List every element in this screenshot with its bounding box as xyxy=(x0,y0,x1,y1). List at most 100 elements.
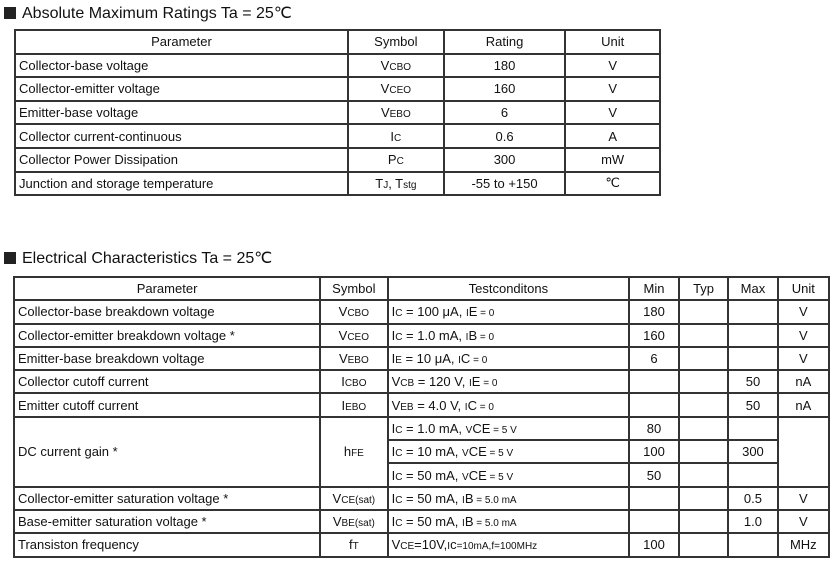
subscript: CEO xyxy=(347,331,369,343)
text-segment: V xyxy=(380,105,390,121)
text-segment: CE xyxy=(468,467,487,483)
text-segment: I xyxy=(391,490,396,506)
absolute-ratings-table: Parameter Symbol Rating Unit Collector-base … xyxy=(14,29,661,197)
parameter-cell: DC current gain * xyxy=(12,415,322,488)
parameter-cell: Collector cutoff current xyxy=(12,369,322,395)
symbol-cell: VEBO xyxy=(319,345,389,372)
table-row: Collector current-continuous IC 0.6 A xyxy=(14,123,661,149)
subscript: C xyxy=(395,518,403,530)
subscript: EB xyxy=(400,401,414,413)
table-row: Collector Power Dissipation PC 300 mW xyxy=(14,146,661,173)
subscript: FE xyxy=(351,448,364,460)
text-segment: I xyxy=(341,397,346,413)
parameter-cell: Collector-emitter voltage xyxy=(14,76,349,102)
max-cell: 50 xyxy=(727,392,779,418)
unit-cell: V xyxy=(776,345,831,372)
unit-cell: mW xyxy=(564,146,661,173)
parameter-cell: Emitter cutoff current xyxy=(12,392,322,418)
text-segment: = 10 μA, xyxy=(401,351,459,367)
min-cell xyxy=(628,485,680,511)
min-cell xyxy=(628,392,680,418)
text-segment: = 50 mA, xyxy=(402,490,463,506)
subscript: C xyxy=(395,424,403,436)
table-row: Collector cutoff current ICBO VCB = 120 V,… xyxy=(12,369,831,395)
text-segment: I xyxy=(391,420,396,436)
test-condition-cell: VEB = 4.0 V, IC = 0 xyxy=(386,392,631,418)
subscript: BE(sat) xyxy=(341,518,375,530)
text-segment: C xyxy=(467,397,477,413)
subscript: E xyxy=(395,355,402,367)
parameter-cell: Collector-base breakdown voltage xyxy=(12,299,322,325)
test-condition-cell: IC = 10 mA, VCE = 5 V xyxy=(386,439,631,465)
subscript: C xyxy=(395,448,403,460)
rating-cell: 180 xyxy=(442,52,567,79)
min-cell: 50 xyxy=(628,462,680,488)
unit-cell: V xyxy=(776,299,831,325)
subscript: V xyxy=(462,448,469,460)
test-condition-cell: IC = 50 mA, IB = 5.0 mA xyxy=(386,508,631,535)
subscript: J xyxy=(383,179,389,191)
min-cell xyxy=(628,508,680,535)
section-title-absolute-ratings: Absolute Maximum Ratings Ta = 25℃ xyxy=(4,3,292,23)
test-condition-cell: IC = 1.0 mA, IB = 0 xyxy=(386,322,631,348)
typ-cell xyxy=(677,392,730,418)
subscript: EBO xyxy=(347,355,369,367)
symbol-cell: PC xyxy=(346,146,445,173)
subscript: I xyxy=(465,331,469,343)
text-segment: c xyxy=(450,537,457,553)
typ-cell xyxy=(677,532,730,558)
table-row: Emitter-base breakdown voltage VEBO IE = 1… xyxy=(12,345,831,372)
unit-cell xyxy=(776,415,831,488)
text-segment: P xyxy=(387,152,397,168)
text-segment: I xyxy=(391,327,396,343)
max-cell: 300 xyxy=(727,439,779,465)
text-segment: V xyxy=(332,514,342,530)
column-header: Max xyxy=(727,275,779,302)
subscript: = 0 xyxy=(476,401,494,413)
text-segment: h xyxy=(343,444,352,460)
symbol-cell: VCE(sat) xyxy=(319,485,389,511)
subscript: CBO xyxy=(347,308,369,320)
text-segment: E xyxy=(471,374,481,390)
symbol-cell: IC xyxy=(346,123,445,149)
text-segment: V xyxy=(380,81,390,97)
table-row: Collector-base voltage VCBO 180 V xyxy=(14,52,661,79)
subscript: EBO xyxy=(345,401,367,413)
column-header: Unit xyxy=(564,29,661,55)
symbol-cell: VCEO xyxy=(346,76,445,102)
text-segment: C xyxy=(460,351,471,367)
text-segment: = 50 mA, xyxy=(402,514,463,530)
parameter-cell: Emitter-base voltage xyxy=(14,99,349,126)
subscript: C xyxy=(394,132,402,144)
text-segment: T xyxy=(375,175,384,191)
subscript: CEO xyxy=(389,85,412,97)
subscript: CBO xyxy=(389,61,412,73)
table-row: Junction and storage temperature TJ, Tstg… xyxy=(14,170,661,197)
max-cell xyxy=(727,322,779,348)
parameter-cell: Collector Power Dissipation xyxy=(14,146,349,173)
subscript: =10mA,f=100MHz xyxy=(456,541,538,553)
symbol-cell: VBE(sat) xyxy=(319,508,389,535)
column-header: Testconditons xyxy=(386,275,631,302)
symbol-cell: ICBO xyxy=(319,369,389,395)
text-segment: V xyxy=(338,304,348,320)
column-header: Rating xyxy=(442,29,567,55)
max-cell: 0.5 xyxy=(727,485,779,511)
text-segment: = 10 mA, xyxy=(402,444,463,460)
parameter-cell: Collector-emitter breakdown voltage * xyxy=(12,322,322,348)
unit-cell: nA xyxy=(776,392,831,418)
symbol-cell: fT xyxy=(319,532,389,558)
subscript: = 0 xyxy=(480,378,498,390)
electrical-characteristics-table: Parameter Symbol Testconditons Min Typ Max Uni… xyxy=(12,275,831,558)
symbol-cell: hFE xyxy=(319,415,389,488)
unit-cell: V xyxy=(564,76,661,102)
min-cell: 160 xyxy=(628,322,680,348)
rating-cell: 0.6 xyxy=(442,123,567,149)
subscript: EBO xyxy=(389,109,411,121)
text-segment: V xyxy=(391,397,401,413)
text-segment: = 100 μA, xyxy=(402,304,466,320)
subscript: C xyxy=(395,331,403,343)
text-segment: = 1.0 mA, xyxy=(402,327,466,343)
test-condition-cell: IC = 50 mA, IB = 5.0 mA xyxy=(386,485,631,511)
column-header: Parameter xyxy=(12,275,322,302)
